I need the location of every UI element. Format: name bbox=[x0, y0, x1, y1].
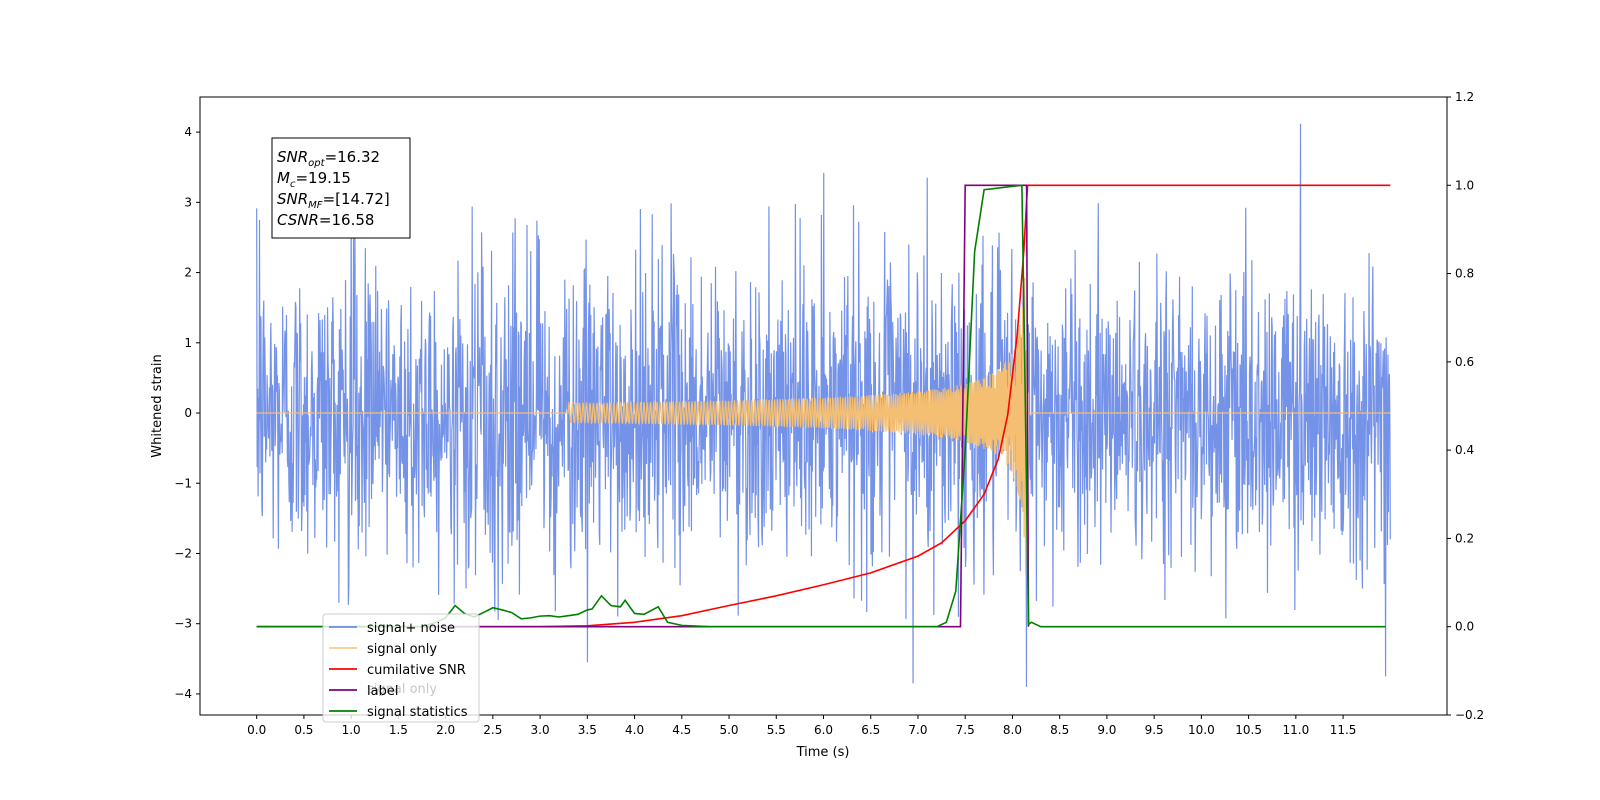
y2-tick-label: 0.2 bbox=[1455, 531, 1474, 545]
x-tick-label: 10.5 bbox=[1235, 723, 1262, 737]
x-tick-label: 7.5 bbox=[956, 723, 975, 737]
y-tick-label: 4 bbox=[184, 125, 192, 139]
x-tick-label: 1.5 bbox=[389, 723, 408, 737]
legend: signal only signal+ noise signal only cumil… bbox=[322, 613, 480, 723]
y-tick-label: 3 bbox=[184, 195, 192, 209]
y2-tick-label: 1.2 bbox=[1455, 90, 1474, 104]
info-box-line: Mc=19.15 bbox=[277, 169, 351, 190]
x-tick-label: 8.0 bbox=[1003, 723, 1022, 737]
legend-label: signal only bbox=[367, 642, 437, 657]
series-signal-statistics bbox=[256, 184, 1386, 628]
x-tick-label: 9.5 bbox=[1145, 723, 1164, 737]
x-tick-label: 2.0 bbox=[436, 723, 455, 737]
y-axis-right: −0.2 0.0 0.2 0.4 0.6 0.8 1.0 1.2 bbox=[1447, 90, 1484, 722]
y-tick-label: 1 bbox=[184, 336, 192, 350]
legend-frame bbox=[322, 613, 480, 723]
legend-ghost-text: signal only bbox=[367, 682, 437, 697]
y-tick-label: −2 bbox=[174, 546, 192, 560]
legend-label: label bbox=[367, 684, 398, 699]
y2-tick-label: 0.8 bbox=[1455, 267, 1474, 281]
series-cumilative-snr bbox=[256, 184, 1391, 628]
x-tick-label: 3.0 bbox=[531, 723, 550, 737]
x-tick-label: 10.0 bbox=[1188, 723, 1215, 737]
x-tick-label: 9.0 bbox=[1097, 723, 1116, 737]
y-tick-label: −4 bbox=[174, 687, 192, 701]
x-axis-label: Time (s) bbox=[796, 745, 850, 760]
x-tick-label: 5.0 bbox=[719, 723, 738, 737]
x-tick-label: 7.0 bbox=[908, 723, 927, 737]
y2-tick-label: 1.0 bbox=[1455, 178, 1474, 192]
y2-tick-label: 0.0 bbox=[1455, 620, 1474, 634]
x-tick-label: 6.5 bbox=[861, 723, 880, 737]
x-tick-label: 2.5 bbox=[483, 723, 502, 737]
plot-area bbox=[256, 123, 1391, 687]
x-tick-label: 11.5 bbox=[1330, 723, 1357, 737]
y-tick-label: −1 bbox=[174, 476, 192, 490]
info-box-frame bbox=[271, 137, 411, 239]
x-tick-label: 3.5 bbox=[578, 723, 597, 737]
info-box: SNRopt=16.32Mc=19.15SNRMF=[14.72]CSNR=16… bbox=[271, 137, 411, 239]
x-tick-label: 1.0 bbox=[342, 723, 361, 737]
x-tick-label: 5.5 bbox=[767, 723, 786, 737]
x-tick-label: 0.0 bbox=[247, 723, 266, 737]
y-tick-label: 0 bbox=[184, 406, 192, 420]
x-axis: 0.0 0.5 1.0 1.5 2.0 2.5 3.0 3.5 4.0 4.5 5.0 5.5 6.0 6… bbox=[247, 715, 1356, 737]
y2-tick-label: 0.6 bbox=[1455, 355, 1474, 369]
x-tick-label: 11.0 bbox=[1282, 723, 1309, 737]
series-signal-only bbox=[256, 277, 1391, 574]
x-tick-label: 4.0 bbox=[625, 723, 644, 737]
legend-label: signal+ noise bbox=[367, 621, 455, 636]
legend-label: cumilative SNR bbox=[367, 663, 466, 678]
info-box-line: SNRMF=[14.72] bbox=[277, 190, 390, 211]
y-axis-left: −4 −3 −2 −1 0 1 2 3 4 bbox=[174, 125, 200, 701]
y-axis-label: Whitened strain bbox=[150, 354, 165, 457]
y-tick-label: 2 bbox=[184, 266, 192, 280]
y2-tick-label: −0.2 bbox=[1455, 708, 1484, 722]
y2-tick-label: 0.4 bbox=[1455, 443, 1474, 457]
x-tick-label: 6.0 bbox=[814, 723, 833, 737]
info-box-line: SNRopt=16.32 bbox=[277, 148, 380, 169]
x-tick-label: 4.5 bbox=[672, 723, 691, 737]
x-tick-label: 0.5 bbox=[294, 723, 313, 737]
x-tick-label: 8.5 bbox=[1050, 723, 1069, 737]
info-box-line: CSNR=16.58 bbox=[277, 211, 374, 229]
legend-label: signal statistics bbox=[367, 705, 468, 720]
y-tick-label: −3 bbox=[174, 617, 192, 631]
